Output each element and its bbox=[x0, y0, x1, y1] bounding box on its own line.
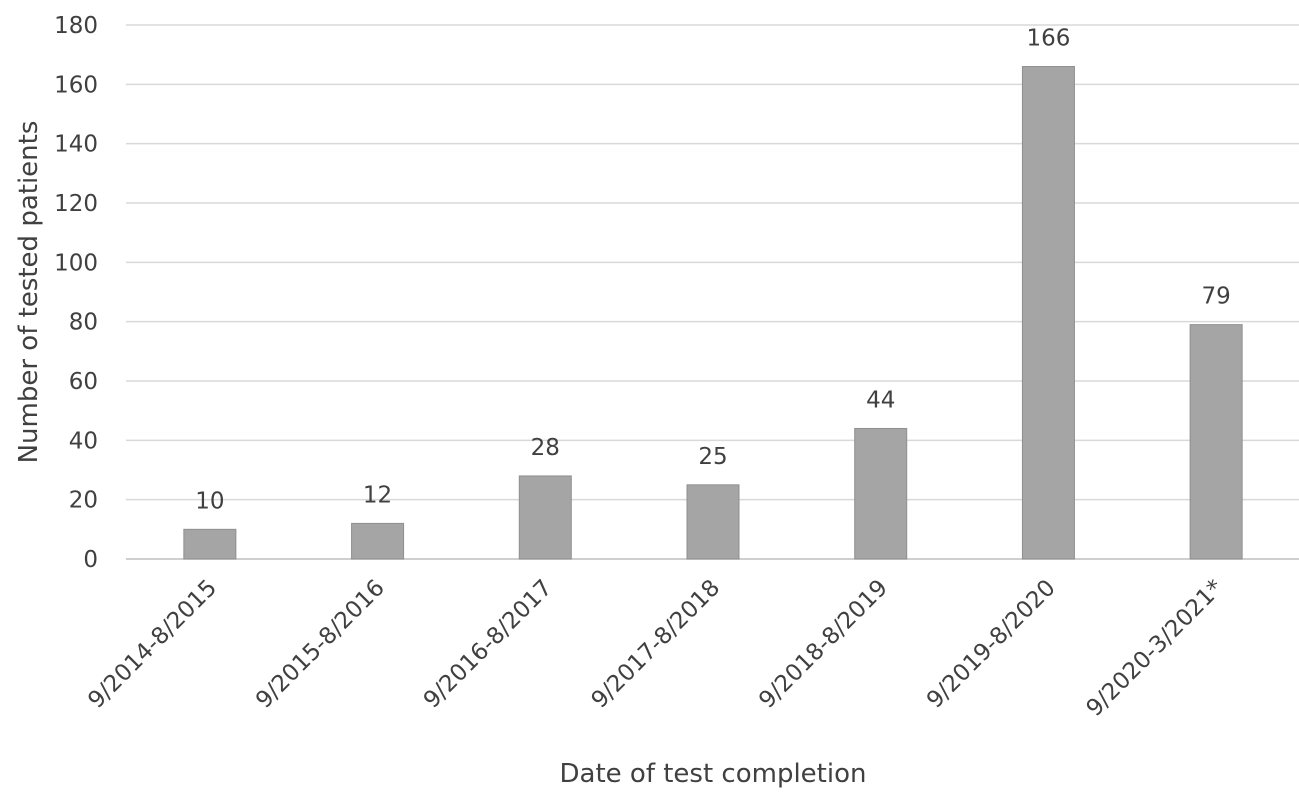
bar bbox=[854, 427, 908, 560]
bar bbox=[183, 528, 237, 560]
y-tick-label: 100 bbox=[54, 250, 98, 276]
x-axis-title: Date of test completion bbox=[560, 759, 867, 789]
data-label: 10 bbox=[195, 488, 224, 514]
x-axis-ticks: 9/2014-8/2015 9/2015-8/2016 9/2016-8/2017 9… bbox=[83, 575, 1228, 722]
bar bbox=[351, 522, 405, 560]
y-tick-label: 0 bbox=[83, 547, 98, 573]
y-tick-label: 180 bbox=[54, 13, 98, 39]
bars bbox=[183, 66, 1243, 560]
y-axis-title: Number of tested patients bbox=[14, 121, 44, 464]
data-label: 12 bbox=[363, 482, 392, 508]
data-label: 28 bbox=[531, 435, 560, 461]
data-label: 166 bbox=[1026, 26, 1070, 52]
bar bbox=[1021, 66, 1075, 560]
x-tick-label: 9/2014-8/2015 bbox=[83, 575, 222, 714]
bar bbox=[686, 484, 740, 560]
y-tick-label: 160 bbox=[54, 72, 98, 98]
data-label: 25 bbox=[698, 444, 727, 470]
y-tick-label: 40 bbox=[69, 428, 98, 454]
data-label: 79 bbox=[1202, 284, 1231, 310]
y-axis-ticks: 0 20 40 60 80 100 120 140 160 180 bbox=[54, 13, 98, 573]
x-tick-label: 9/2020-3/2021* bbox=[1082, 575, 1229, 722]
x-tick-label: 9/2016-8/2017 bbox=[419, 575, 558, 714]
data-labels: 10 12 28 25 44 166 79 bbox=[195, 26, 1231, 515]
y-tick-label: 140 bbox=[54, 132, 98, 158]
y-tick-label: 20 bbox=[69, 488, 98, 514]
x-tick-label: 9/2015-8/2016 bbox=[251, 575, 390, 714]
x-tick-label: 9/2018-8/2019 bbox=[754, 575, 893, 714]
gridlines bbox=[126, 24, 1299, 560]
x-tick-label: 9/2017-8/2018 bbox=[587, 575, 726, 714]
bar bbox=[1189, 324, 1243, 560]
bar bbox=[518, 475, 572, 560]
y-tick-label: 80 bbox=[69, 310, 98, 336]
y-tick-label: 120 bbox=[54, 191, 98, 217]
y-tick-label: 60 bbox=[69, 369, 98, 395]
data-label: 44 bbox=[866, 387, 895, 413]
x-tick-label: 9/2019-8/2020 bbox=[922, 575, 1061, 714]
